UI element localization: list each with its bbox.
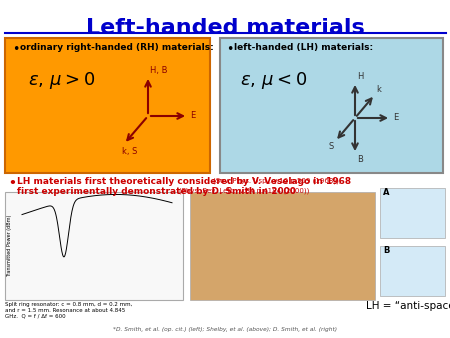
Text: E: E xyxy=(190,111,195,120)
Text: B: B xyxy=(357,155,363,164)
Text: Left-handed materials: Left-handed materials xyxy=(86,18,365,38)
Bar xyxy=(380,188,445,238)
Bar xyxy=(5,38,210,173)
Text: $\varepsilon,\, \mu < 0$: $\varepsilon,\, \mu < 0$ xyxy=(240,70,307,91)
Text: H, B: H, B xyxy=(150,66,167,75)
Text: LH = “anti-space”: LH = “anti-space” xyxy=(366,301,450,311)
Text: k: k xyxy=(376,84,381,94)
Text: •: • xyxy=(226,43,234,56)
Text: left-handed (LH) materials:: left-handed (LH) materials: xyxy=(234,43,373,52)
Text: Split ring resonator: c = 0.8 mm, d = 0.2 mm,
and r = 1.5 mm. Resonance at about: Split ring resonator: c = 0.8 mm, d = 0.… xyxy=(5,302,132,319)
Text: ordinary right-handed (RH) materials:: ordinary right-handed (RH) materials: xyxy=(20,43,214,52)
Text: *D. Smith, et al. (op. cit.) (left); Shelby, et al. (above); D. Smith, et al. (r: *D. Smith, et al. (op. cit.) (left); She… xyxy=(113,327,337,332)
Text: k, S: k, S xyxy=(122,147,137,156)
Text: (Sov. Phys. Usp., v.10 p.509 (1968)),: (Sov. Phys. Usp., v.10 p.509 (1968)), xyxy=(213,177,341,184)
Text: LH materials first theoretically considered by V. Veselago in 1968: LH materials first theoretically conside… xyxy=(17,177,354,186)
Bar xyxy=(220,38,443,173)
Text: Transmitted Power (dBm): Transmitted Power (dBm) xyxy=(8,215,13,277)
Text: B: B xyxy=(383,246,389,255)
Text: E: E xyxy=(393,113,398,121)
Text: S: S xyxy=(328,142,333,151)
Bar xyxy=(380,246,445,296)
Bar xyxy=(190,192,375,300)
Text: $\varepsilon,\, \mu > 0$: $\varepsilon,\, \mu > 0$ xyxy=(28,70,95,91)
Text: H: H xyxy=(357,72,364,81)
Text: •: • xyxy=(12,43,19,56)
Text: A: A xyxy=(383,188,390,197)
Text: first experimentally demonstrated by D. Smith in 2000: first experimentally demonstrated by D. … xyxy=(17,187,299,196)
Text: •: • xyxy=(8,177,16,190)
Text: (Phys. Rev. Lett., v.84 p.4184 (2000)): (Phys. Rev. Lett., v.84 p.4184 (2000)) xyxy=(179,187,310,193)
Bar xyxy=(5,192,183,300)
